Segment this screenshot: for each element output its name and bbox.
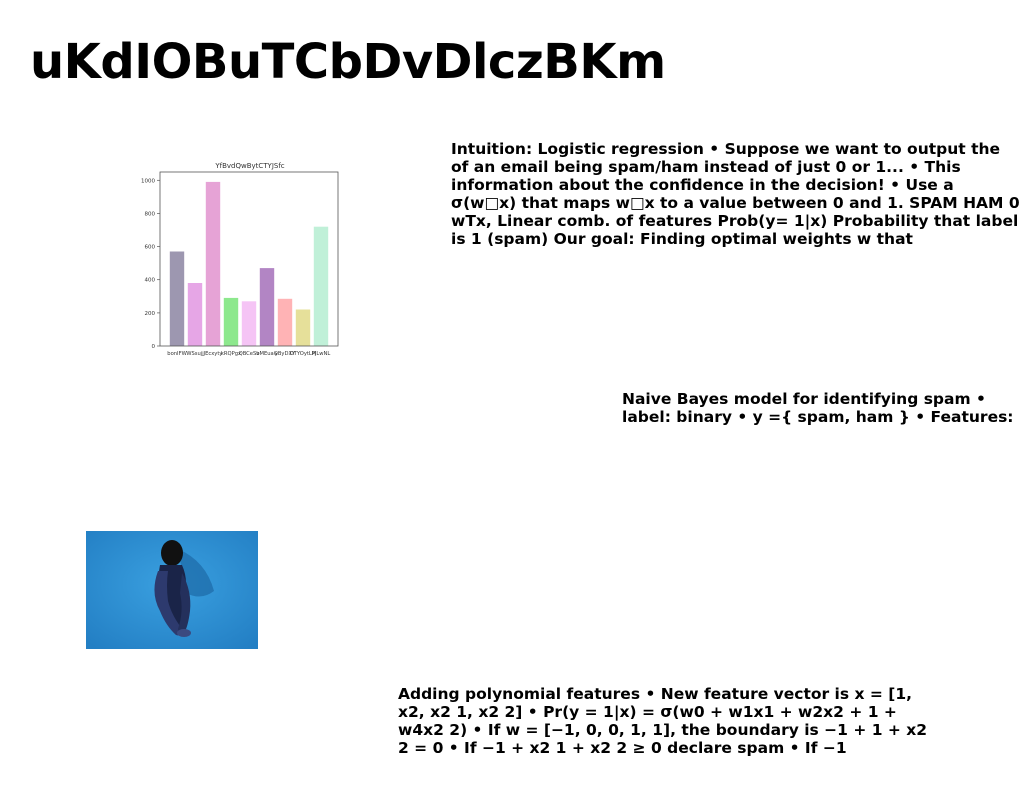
x-axis: bonIFW WSsujj JEcxytykRQPgxQBCeSvbMEuaGyBy… <box>167 351 330 357</box>
bar-WSsujj <box>187 283 203 346</box>
bar-DTYOytLM <box>295 309 311 346</box>
x-tick-label: JEcxyty <box>203 351 223 357</box>
chart-title: YfBvdQwBytCTYJSfc <box>214 162 284 170</box>
page-title: uKdIOBuTCbDvDlczBKm <box>30 34 666 90</box>
x-tick-label: PjLwNL <box>312 351 331 357</box>
y-tick-label: 400 <box>145 278 156 284</box>
bar-bonIFW <box>169 251 185 346</box>
bar-bMEuaG <box>259 268 275 346</box>
naive-bayes-text: Naive Bayes model for identifying spam •… <box>622 390 1014 426</box>
x-tick-label: bMEuaG <box>256 351 278 357</box>
y-tick-label: 200 <box>145 311 156 317</box>
polynomial-features-text: Adding polynomial features • New feature… <box>398 685 928 757</box>
photo-person-blue-background <box>86 531 258 649</box>
x-tick-label: bonIFW <box>167 351 186 357</box>
bars-group <box>169 181 329 346</box>
y-tick-label: 800 <box>145 211 156 217</box>
x-tick-label: WSsujj <box>186 351 203 357</box>
bar-chart: YfBvdQwBytCTYJSfc 0 200 400 600 800 1000 bonI… <box>130 155 345 365</box>
plot-frame <box>159 171 339 347</box>
x-tick-label: yByDXY <box>275 351 296 357</box>
bar-PjLwNL <box>313 226 329 346</box>
x-tick-label: DTYOytLM <box>290 351 317 357</box>
y-tick-label: 1000 <box>141 178 155 184</box>
y-tick-label: 0 <box>152 344 156 350</box>
logistic-regression-text: Intuition: Logistic regression • Suppose… <box>451 140 1020 248</box>
bar-yByDXY <box>277 298 293 346</box>
bar-kRQPgx <box>223 297 239 346</box>
bar-JEcxyty <box>205 181 221 346</box>
bar-chart-svg: YfBvdQwBytCTYJSfc 0 200 400 600 800 1000 bonI… <box>141 162 339 357</box>
bar-QBCeSv <box>241 301 257 346</box>
y-axis: 0 200 400 600 800 1000 <box>141 178 160 350</box>
y-tick-label: 600 <box>145 245 156 251</box>
x-tick-label: kRQPgx <box>221 351 241 357</box>
x-tick-label: QBCeSv <box>239 351 260 357</box>
